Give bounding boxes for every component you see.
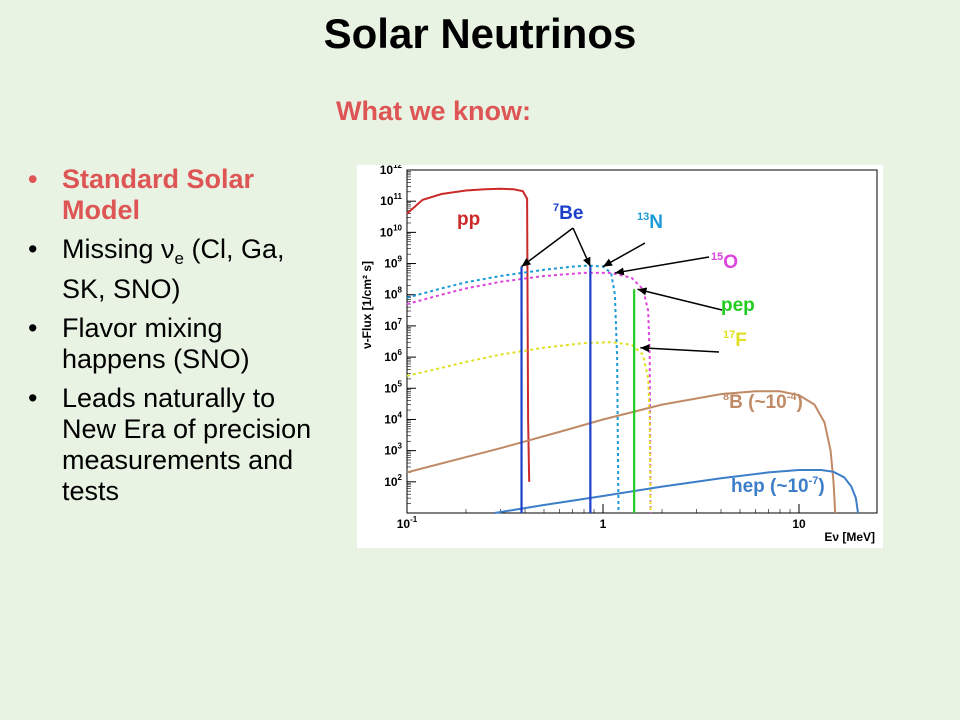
label-exponent: -7 [809, 475, 819, 487]
bullet-item: Standard Solar Model [24, 164, 324, 226]
x-tick-label: 10 [792, 517, 806, 531]
label-superscript: 13 [637, 211, 649, 223]
label-main: N [649, 212, 663, 233]
spectrum-17F [406, 341, 652, 514]
label-main: B (~10 [729, 392, 787, 413]
bullet-item: Leads naturally to New Era of precision … [24, 383, 324, 507]
arrow-Be7 [572, 227, 592, 267]
y-axis-label: ν-Flux [1/cm² s] [360, 261, 374, 349]
arrow-N13 [602, 242, 646, 268]
y-tick-label: 1012 [380, 165, 403, 177]
y-tick-base: 10 [384, 288, 398, 302]
y-tick-base: 10 [384, 444, 398, 458]
bullet-item: Missing νe (Cl, Ga, SK, SNO) [24, 234, 324, 305]
label-exponent: -4 [787, 391, 798, 403]
chart-svg: 10210310410510610710810910101011101210-1… [360, 161, 878, 544]
label-main: pep [721, 295, 755, 316]
label-main: O [723, 252, 738, 273]
label-F17: 17F [723, 329, 747, 351]
y-tick-exponent: 7 [398, 317, 403, 326]
y-tick-label: 104 [384, 410, 402, 426]
spectrum-13N [406, 264, 620, 514]
label-B8: 8B (~10-4) [723, 391, 803, 413]
arrow-O15 [614, 256, 710, 276]
y-tick-exponent: 5 [398, 379, 403, 388]
y-tick-label: 103 [384, 442, 402, 458]
arrow-Be7 [521, 227, 574, 268]
arrow-F17 [640, 344, 720, 353]
plot-frame [406, 169, 878, 514]
y-tick-label: 1010 [380, 223, 403, 239]
label-main: pp [457, 209, 480, 230]
bullet-text: Missing [62, 234, 162, 264]
nu-subscript: e [174, 249, 184, 268]
y-tick-exponent: 4 [398, 410, 403, 419]
label-tail: ) [818, 476, 824, 497]
x-tick-exponent: -1 [410, 515, 418, 524]
y-tick-exponent: 11 [394, 192, 403, 201]
y-tick-exponent: 2 [398, 473, 403, 482]
label-main: F [735, 330, 747, 351]
bullet-text: (Cl, Ga, SK, SNO) [62, 234, 285, 304]
spectrum-hep [494, 469, 859, 514]
x-tick-label: 10-1 [397, 515, 418, 531]
y-tick-base: 10 [384, 257, 398, 271]
y-tick-exponent: 3 [398, 442, 403, 451]
label-superscript: 15 [711, 251, 723, 263]
spectrum-15O [406, 271, 652, 514]
series-layer [406, 187, 859, 514]
y-tick-base: 10 [384, 319, 398, 333]
arrow-pep [637, 287, 723, 311]
y-tick-exponent: 10 [393, 223, 402, 232]
label-hep: hep (~10-7) [731, 475, 825, 497]
slide-title: Solar Neutrinos [323, 10, 637, 57]
label-Be7: 7Be [553, 202, 583, 224]
label-superscript: 8 [723, 391, 729, 403]
y-tick-label: 1011 [380, 192, 402, 208]
spectrum-pp [406, 187, 531, 482]
label-main: hep (~10 [731, 476, 809, 497]
y-tick-base: 10 [384, 381, 398, 395]
y-tick-label: 107 [384, 317, 402, 333]
bullet-text: Flavor mixing happens (SNO) [62, 313, 250, 374]
slide-subtitle: What we know: [336, 96, 531, 126]
label-tail: ) [796, 392, 802, 413]
bullet-list: Standard Solar Model Missing νe (Cl, Ga,… [24, 164, 324, 515]
y-tick-label: 109 [384, 255, 402, 271]
y-tick-label: 105 [384, 379, 402, 395]
y-tick-exponent: 8 [398, 286, 403, 295]
nu-symbol: ν [161, 234, 175, 264]
y-tick-base: 10 [380, 225, 394, 239]
bullet-item: Flavor mixing happens (SNO) [24, 313, 324, 375]
neutrino-flux-chart: 102 103 104 105 106 107 108 109 1010 1011 1012 10-1… [357, 161, 883, 548]
label-pp: pp [457, 209, 480, 230]
y-tick-label: 106 [384, 348, 402, 364]
y-tick-exponent: 6 [398, 348, 403, 357]
label-superscript: 7 [553, 202, 559, 214]
label-O15: 15O [711, 251, 738, 273]
y-tick-base: 10 [384, 350, 398, 364]
y-tick-label: 108 [384, 286, 402, 302]
x-axis-label: Eν [MeV] [824, 530, 875, 544]
bullet-text: Leads naturally to New Era of precision … [62, 383, 312, 506]
y-tick-base: 10 [380, 194, 394, 208]
y-tick-exponent: 12 [393, 165, 402, 170]
x-tick-label: 1 [600, 517, 607, 531]
y-tick-base: 10 [380, 165, 394, 177]
y-tick-label: 102 [384, 473, 402, 489]
y-tick-base: 10 [384, 412, 398, 426]
bullet-text: Standard Solar Model [62, 164, 255, 225]
x-tick-base: 10 [397, 517, 411, 531]
label-N13: 13N [637, 211, 663, 233]
label-pep: pep [721, 295, 755, 316]
y-tick-exponent: 9 [398, 255, 403, 264]
label-main: Be [559, 203, 583, 224]
label-superscript: 17 [723, 329, 735, 341]
y-tick-base: 10 [384, 475, 398, 489]
axes: 10210310410510610710810910101011101210-1… [360, 161, 875, 544]
spectrum-8B [406, 390, 837, 514]
